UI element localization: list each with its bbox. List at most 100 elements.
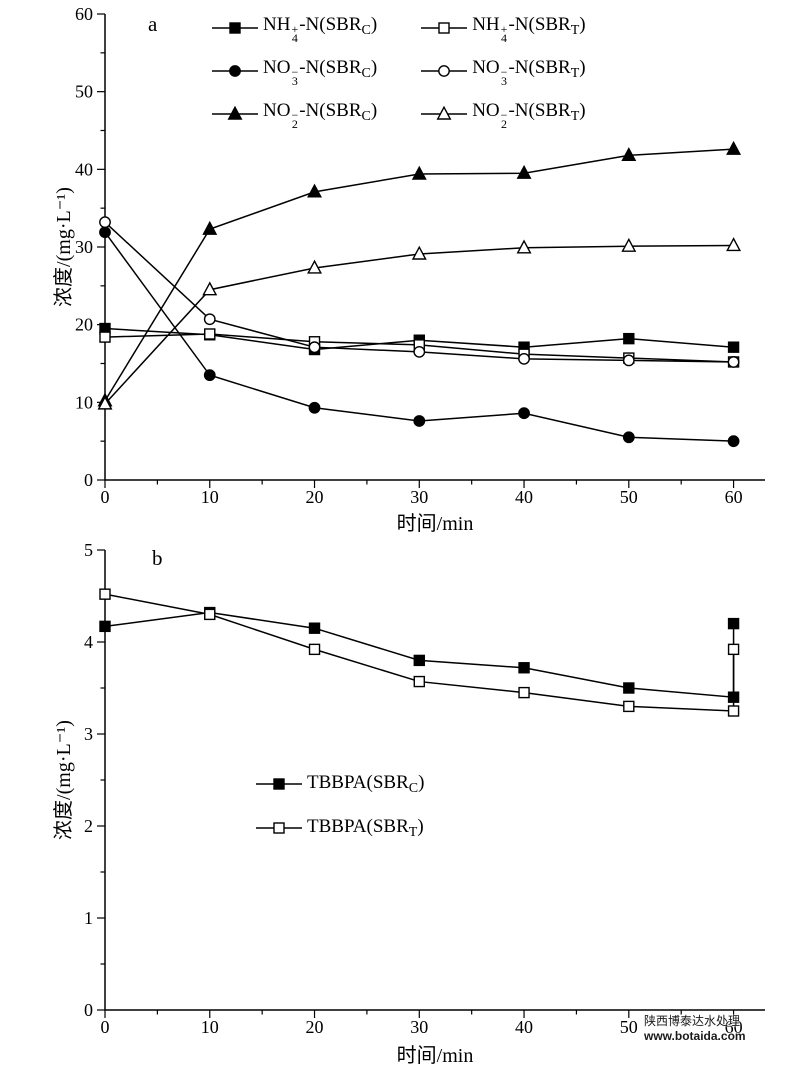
x-tick-label: 0 — [101, 1017, 110, 1037]
circle-open-legend-icon — [421, 65, 468, 77]
triangle-filled-marker — [726, 140, 742, 155]
x-tick-label: 20 — [306, 487, 324, 507]
x-tick-label: 0 — [101, 487, 110, 507]
circle-filled-marker — [518, 407, 530, 420]
square-open-marker — [204, 328, 216, 340]
square-open-marker — [623, 700, 635, 713]
square-open-legend-icon — [421, 22, 468, 34]
series-tbbpa-sbrt-markers — [99, 588, 740, 717]
legend-label: TBBPA(SBRC) — [307, 771, 425, 796]
series-no3-sbrc-markers — [99, 226, 740, 448]
legend-panel-a: NH +4 -N(SBRC) NH +4 -N(SBRT) NO −3 -N(SBRC) NO −3… — [212, 13, 586, 131]
x-tick-label: 30 — [410, 1017, 428, 1037]
tick-labels-a: 0 10 20 30 40 50 60 0 10 20 30 40 50 60 — [75, 4, 743, 507]
x-tick-label: 30 — [410, 487, 428, 507]
square-open-legend-icon — [256, 822, 302, 834]
legend-label: NH +4 -N(SBRT) — [472, 13, 586, 45]
legend-item-no3-sbrt: NO −3 -N(SBRT) — [421, 56, 586, 88]
reactor-subscript: T — [570, 22, 580, 38]
square-filled-marker — [623, 332, 635, 345]
legend-label: NO −2 -N(SBRT) — [472, 99, 586, 131]
square-filled-marker — [518, 662, 530, 674]
y-tick-label: 0 — [84, 1000, 93, 1020]
triangle-open-marker — [516, 239, 532, 254]
triangle-open-marker — [436, 105, 452, 120]
reactor-subscript: T — [570, 108, 580, 124]
watermark-line2: www.botaida.com — [644, 1029, 746, 1043]
x-tick-label: 50 — [620, 1017, 638, 1037]
circle-filled-marker — [203, 369, 216, 382]
panel-a: 0 10 20 30 40 50 60 0 10 20 30 40 50 60 — [75, 4, 765, 507]
square-open-marker — [99, 588, 111, 600]
sup-sub-stack: −3 — [291, 64, 299, 88]
circle-filled-marker — [622, 431, 635, 444]
series-no2-sbrt-line — [104, 244, 734, 405]
circle-filled-marker — [229, 65, 241, 77]
series-no2-sbrt-markers — [97, 237, 742, 410]
ticks-a — [97, 13, 735, 488]
triangle-filled-marker — [516, 164, 532, 179]
triangle-filled-legend-icon — [212, 105, 258, 120]
circle-open-marker — [203, 313, 216, 326]
circle-open-marker — [518, 352, 530, 365]
triangle-filled-marker — [202, 220, 218, 235]
y-tick-label: 50 — [75, 82, 93, 102]
y-axis-label-a: 浓度/(mg·L⁻¹) — [53, 187, 75, 307]
square-open-marker — [413, 675, 425, 688]
reactor-subscript: T — [408, 824, 418, 840]
x-tick-label: 50 — [620, 487, 638, 507]
y-tick-label: 1 — [84, 908, 93, 928]
x-tick-label: 40 — [515, 1017, 533, 1037]
sup-sub-stack: +4 — [500, 21, 508, 45]
triangle-open-marker — [411, 245, 427, 260]
square-filled-marker — [727, 617, 740, 630]
watermark-line1: 陕西博泰达水处理 — [644, 1014, 741, 1028]
triangle-open-marker — [621, 237, 637, 252]
x-axis-label-a: 时间/min — [396, 513, 474, 535]
square-open-marker — [99, 331, 111, 343]
square-filled-marker — [273, 778, 285, 790]
triangle-filled-marker — [227, 105, 243, 120]
x-tick-label: 60 — [725, 487, 743, 507]
legend-panel-b: TBBPA(SBRC) TBBPA(SBRT) — [256, 770, 424, 842]
legend-item-nh4-sbrc: NH +4 -N(SBRC) — [212, 14, 377, 44]
x-tick-label: 10 — [201, 1017, 219, 1037]
circle-filled-marker — [413, 415, 426, 427]
panel-b-label: b — [152, 546, 163, 570]
circle-filled-marker — [727, 435, 740, 448]
square-filled-marker — [727, 691, 740, 703]
legend-label: NO −3 -N(SBRT) — [472, 56, 586, 88]
circle-open-marker — [308, 341, 321, 354]
square-open-marker — [273, 822, 285, 834]
series-no3-sbrt-markers — [99, 216, 740, 368]
square-open-marker — [204, 608, 216, 621]
triangle-filled-marker — [411, 165, 427, 180]
sup-sub-stack: −2 — [500, 107, 508, 131]
triangle-open-marker — [97, 395, 113, 410]
circle-open-marker — [438, 65, 451, 77]
triangle-open-marker — [202, 281, 218, 296]
y-tick-label: 5 — [84, 540, 93, 560]
legend-label: NO −3 -N(SBRC) — [263, 56, 378, 88]
reactor-subscript: C — [361, 22, 371, 38]
square-filled-marker — [623, 682, 635, 694]
reactor-subscript: C — [361, 65, 371, 81]
series-tbbpa-sbrc-markers — [99, 606, 740, 703]
square-filled-legend-icon — [256, 778, 302, 790]
square-open-marker — [438, 22, 450, 34]
reactor-subscript: C — [361, 108, 371, 124]
square-open-marker — [518, 686, 530, 699]
reactor-subscript: C — [408, 780, 419, 796]
triangle-open-legend-icon — [421, 105, 468, 120]
axes-b — [104, 550, 765, 1011]
legend-item-nh4-sbrt: NH +4 -N(SBRT) — [421, 13, 586, 45]
square-filled-legend-icon — [212, 22, 258, 34]
sup-sub-stack: −3 — [500, 64, 508, 88]
triangle-open-marker — [726, 237, 742, 252]
triangle-open-marker — [307, 259, 322, 274]
y-tick-label: 30 — [75, 237, 93, 257]
panel-a-label: a — [148, 12, 158, 36]
y-tick-label: 40 — [75, 159, 93, 179]
